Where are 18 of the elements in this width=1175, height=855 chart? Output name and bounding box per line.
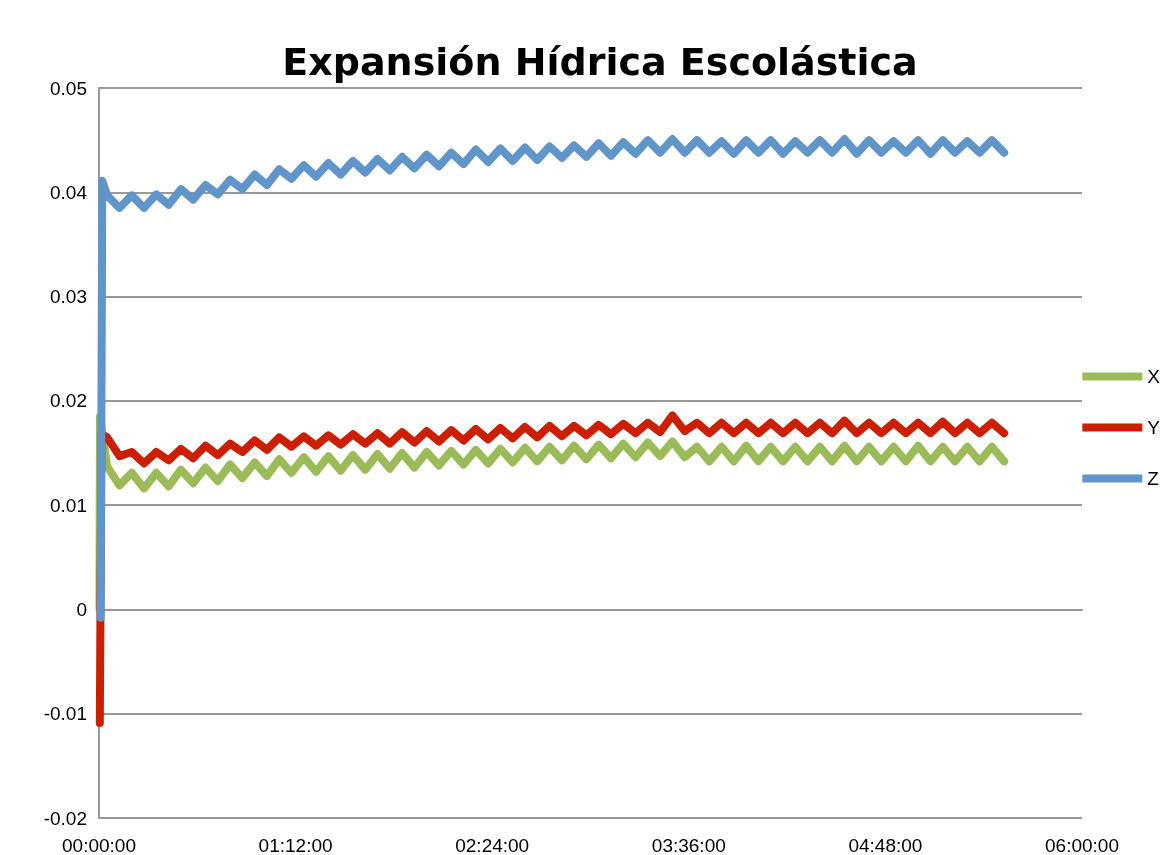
y-tick-label: 0.03: [50, 286, 87, 308]
legend-label: X: [1147, 366, 1161, 387]
y-tick-label: 0.05: [50, 77, 87, 99]
y-tick-label: 0.01: [50, 494, 87, 516]
chart-title: Expansión Hídrica Escolástica: [282, 40, 918, 84]
y-tick-label: 0: [76, 598, 87, 620]
x-tick-label: 03:36:00: [651, 835, 726, 855]
x-tick-label: 04:48:00: [848, 835, 923, 855]
legend-label: Z: [1147, 468, 1160, 489]
x-tick-label: 02:24:00: [455, 835, 530, 855]
x-tick-label: 06:00:00: [1045, 835, 1119, 855]
legend-label: Y: [1147, 417, 1161, 438]
x-tick-label: 01:12:00: [258, 835, 333, 855]
y-tick-label: -0.02: [43, 807, 87, 829]
y-tick-label: 0.04: [50, 181, 88, 203]
y-tick-label: -0.01: [43, 703, 87, 725]
x-tick-label: 00:00:00: [62, 835, 136, 855]
y-tick-label: 0.02: [50, 390, 87, 412]
